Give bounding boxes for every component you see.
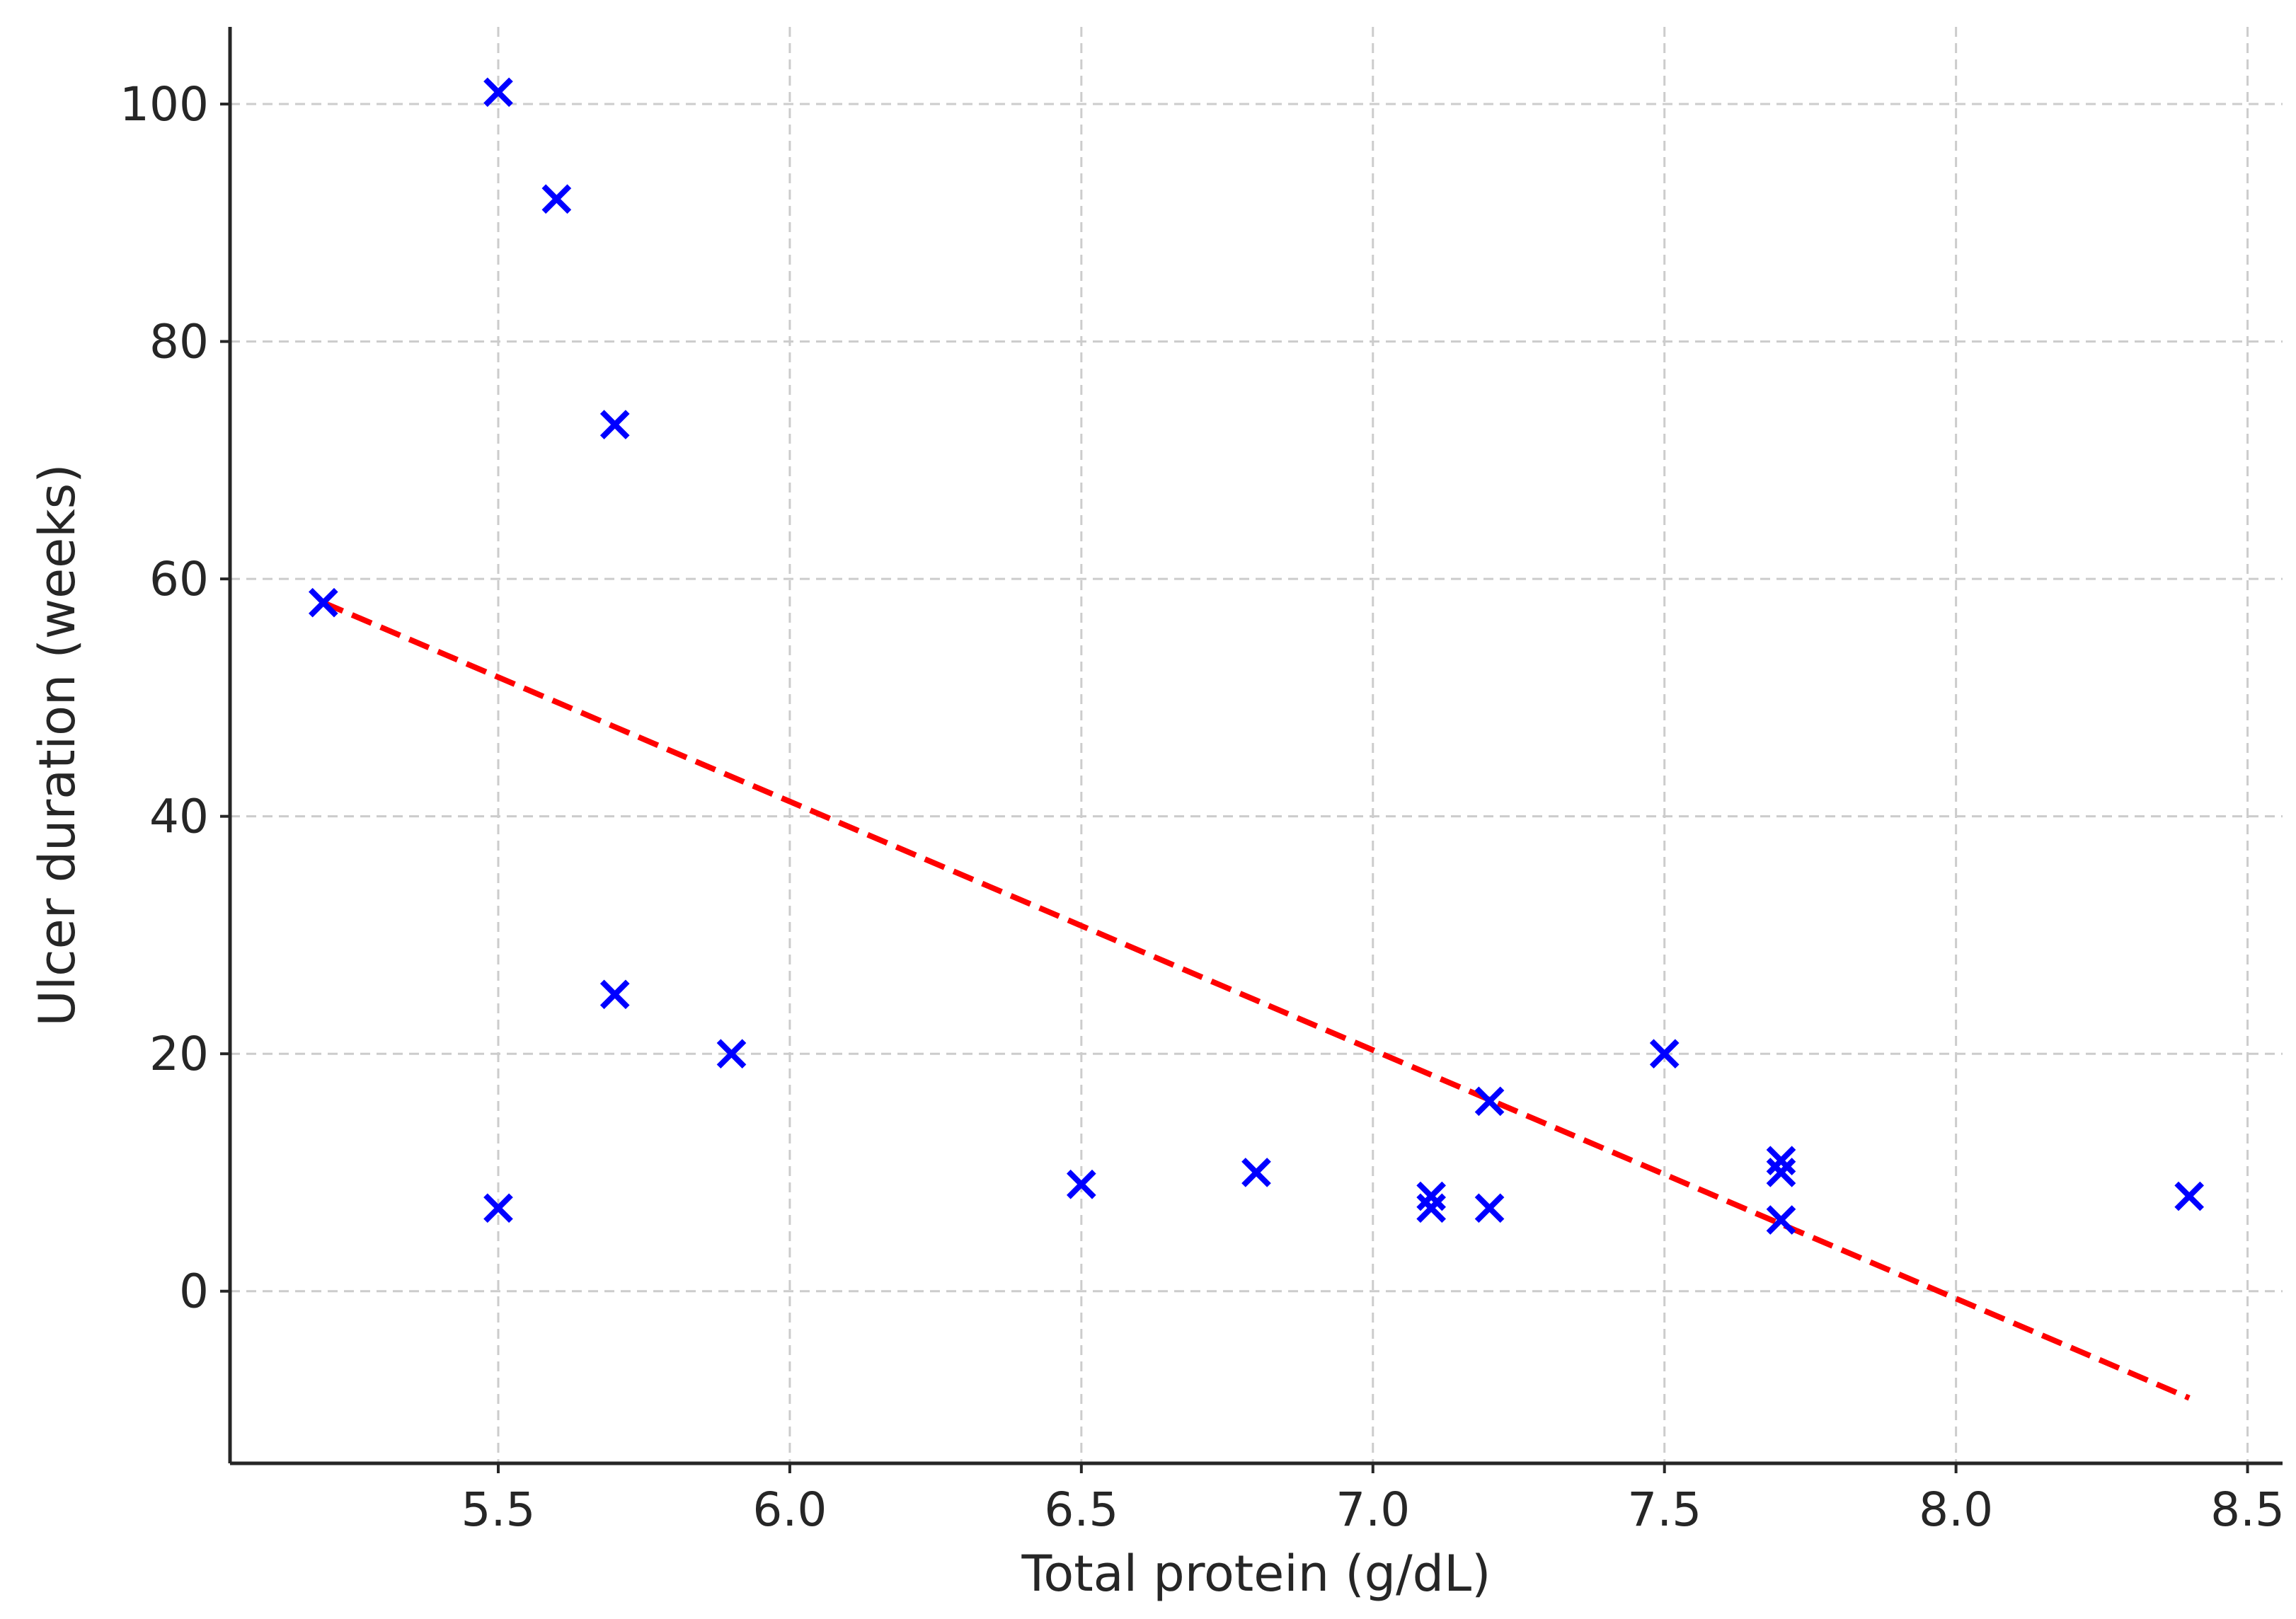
data-point bbox=[599, 410, 630, 439]
x-tick-label: 7.5 bbox=[1627, 1482, 1701, 1537]
data-point bbox=[1416, 1193, 1446, 1223]
y-tick-label: 80 bbox=[149, 315, 209, 369]
data-point bbox=[599, 979, 630, 1010]
y-tick-label: 60 bbox=[149, 552, 209, 606]
y-tick-label: 20 bbox=[149, 1027, 209, 1081]
data-point bbox=[1766, 1158, 1796, 1187]
x-axis-title: Total protein (g/dL) bbox=[1021, 1545, 1491, 1603]
grid bbox=[230, 27, 2283, 1463]
data-point bbox=[541, 184, 572, 214]
data-point bbox=[308, 587, 338, 618]
x-tick-label: 5.5 bbox=[461, 1482, 535, 1537]
data-point bbox=[716, 1039, 747, 1069]
data-point bbox=[1474, 1193, 1505, 1223]
data-point bbox=[483, 1193, 513, 1223]
trend-line bbox=[322, 599, 2191, 1401]
x-tick-label: 8.0 bbox=[1919, 1482, 1993, 1537]
y-tick-label: 100 bbox=[120, 77, 209, 132]
y-tick-label: 40 bbox=[149, 790, 209, 844]
x-tick-label: 7.0 bbox=[1336, 1482, 1410, 1537]
trendline-layer bbox=[322, 599, 2191, 1401]
y-axis-title: Ulcer duration (weeks) bbox=[28, 463, 86, 1026]
x-tick-label: 8.5 bbox=[2210, 1482, 2285, 1537]
data-point bbox=[2174, 1181, 2205, 1211]
axes bbox=[228, 27, 2283, 1465]
x-tick-label: 6.5 bbox=[1044, 1482, 1118, 1537]
ticks: 5.5 6.0 6.5 7.0 7.5 8.0 8.5 0 20 40 60 80 100 bbox=[120, 77, 2285, 1537]
data-point bbox=[1416, 1181, 1446, 1211]
data-point bbox=[1241, 1158, 1271, 1187]
data-point bbox=[1649, 1039, 1680, 1069]
data-point bbox=[483, 77, 513, 108]
data-point bbox=[1766, 1146, 1796, 1176]
y-tick-label: 0 bbox=[179, 1264, 209, 1319]
data-point bbox=[1766, 1205, 1796, 1235]
data-points bbox=[308, 77, 2205, 1235]
x-tick-label: 6.0 bbox=[752, 1482, 827, 1537]
data-point bbox=[1474, 1086, 1505, 1117]
data-point bbox=[1067, 1169, 1096, 1199]
